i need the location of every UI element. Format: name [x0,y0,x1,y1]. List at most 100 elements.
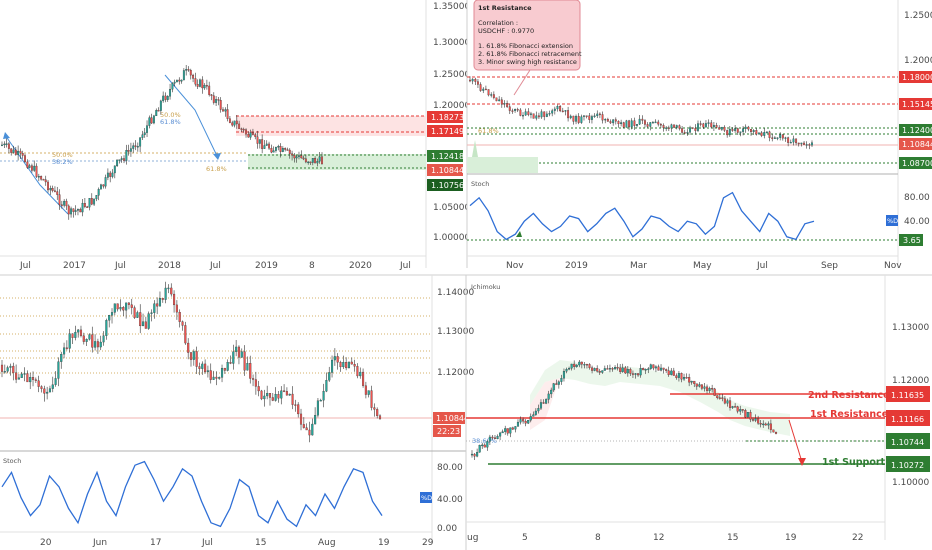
candle [367,390,370,395]
candle [295,156,298,159]
price-label: 1.11166 [891,415,924,424]
candle [26,373,29,383]
candle [169,89,172,97]
candle [691,127,694,129]
support-zone [467,157,538,173]
x-tick: 2020 [349,261,372,271]
candle [476,452,479,457]
candle [569,115,572,119]
candle [580,116,583,123]
candle [540,111,543,118]
candle [705,123,707,128]
candle [74,331,77,338]
candle [680,373,683,380]
candle [212,376,215,380]
candle [628,120,631,128]
annotation-1st-support: 1st Support ★★ [822,457,905,468]
annotation-2nd-resistance: 2nd Resistance ★★ [808,390,910,401]
price-label: 1.12418 [431,152,464,161]
callout-line: Correlation : [478,19,518,27]
candle [469,79,471,82]
candle [490,94,493,96]
candle [37,380,40,387]
candle [575,364,578,367]
price-label: 1.11635 [891,391,924,400]
candle [201,363,204,369]
candle [119,307,122,310]
y-tick: 1.10000 [892,478,929,488]
candle [593,368,596,371]
x-tick: Sep [821,261,838,271]
candle [675,375,678,378]
candle [308,429,311,436]
candle [776,137,779,139]
candle [527,420,530,424]
candle [40,386,43,389]
candle [694,128,697,131]
candle [1,144,3,147]
price-label: 1.08700 [902,159,932,168]
candle [493,437,497,440]
candle [721,397,724,399]
candle [3,371,6,373]
fib-label: 61.8% [206,165,227,173]
candle [644,369,647,371]
candle [123,158,125,161]
candle [720,126,723,130]
price-label-box [899,124,932,136]
panel-eurusd-h1-ichimoku: Ichimoku 38.60% 2nd Resistance ★★ 1st Re… [465,275,930,550]
candle [769,423,772,430]
candle [631,373,634,375]
price-label-box [886,386,930,402]
fib-label: 61.8% [160,118,181,126]
candle [530,113,532,115]
candle [77,329,80,333]
candle [81,203,84,213]
candle [212,95,215,103]
candle [670,124,673,129]
candle [44,179,47,183]
candle [634,373,637,375]
candle [194,78,197,85]
x-tick: Jul [19,261,31,271]
candle [603,368,606,371]
candle [261,139,264,149]
candle [286,149,289,151]
x-tick: Aug [318,538,336,548]
candle [333,356,336,361]
price-label: 1.10844 [436,414,469,423]
candle [260,390,263,400]
candle [166,96,169,100]
price-label: 1.18273 [431,113,464,122]
y-tick: 1.20000 [433,101,470,111]
candle [53,190,56,192]
price-label-box [899,138,932,150]
candle [739,131,742,133]
candle [689,127,691,133]
candle [205,85,208,87]
candle [74,210,77,212]
candle [85,339,88,342]
stoch-line [1,460,383,528]
candle [797,142,800,145]
candle [283,390,286,392]
candle [547,393,550,400]
candle [95,195,98,200]
candle [598,113,601,116]
candle [649,122,652,127]
price-label: 1.18000 [902,73,932,82]
candle [359,371,362,377]
price-label: 1.17149 [431,127,464,136]
candle [133,307,136,318]
candle [673,124,676,128]
candle [218,377,221,379]
candle [553,108,556,111]
candle [127,150,130,152]
candle [268,143,271,149]
candle [741,409,744,411]
candle [129,148,132,152]
candle [162,95,165,102]
candle [470,453,474,456]
x-tick: 15 [255,538,266,548]
candle [21,153,24,156]
